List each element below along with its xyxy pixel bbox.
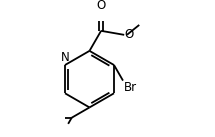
Text: Br: Br [124,81,137,94]
Text: N: N [61,51,69,64]
Text: O: O [97,0,106,12]
Text: O: O [125,28,134,41]
